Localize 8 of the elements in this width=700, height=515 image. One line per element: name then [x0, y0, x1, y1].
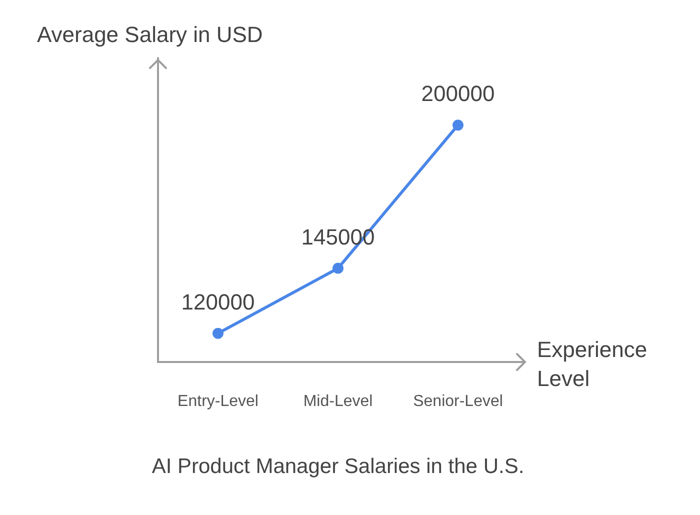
data-label: 200000 — [421, 81, 495, 106]
y-axis-title: Average Salary in USD — [37, 22, 263, 48]
text: AI Product Manager Salaries in the U.S. — [150, 455, 526, 479]
x-tick-label: Senior-Level — [413, 393, 503, 410]
x-axis-title: Experience Level — [537, 336, 648, 393]
data-label: 120000 — [181, 289, 255, 314]
x-tick-label: Entry-Level — [178, 393, 258, 410]
x-tick-label: Mid-Level — [303, 393, 373, 410]
